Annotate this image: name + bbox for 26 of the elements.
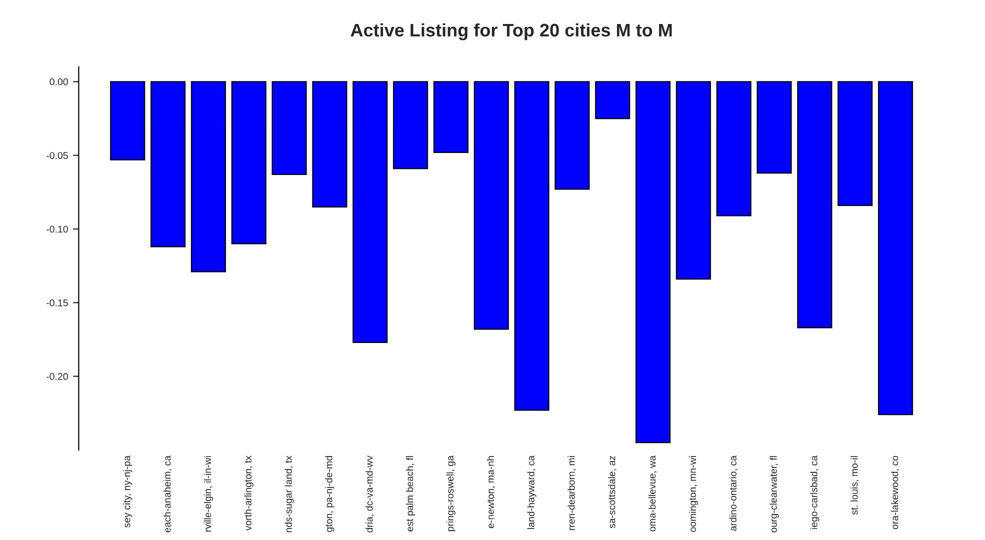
- x-tick-label: st. louis, mo-il: [850, 456, 859, 515]
- y-tick-label: -0.15: [46, 299, 68, 306]
- x-tick-label: land-hayward, ca: [527, 456, 536, 529]
- y-tick-label: -0.05: [46, 152, 68, 159]
- y-tick-label: -0.20: [46, 373, 68, 380]
- x-tick-label: iego-carlsbad, ca: [810, 456, 820, 529]
- x-tick-label: oomington, mn-wi: [688, 456, 698, 532]
- x-tick-label: sa-scottsdale, az: [608, 456, 616, 528]
- y-tick-label: -0.10: [46, 226, 68, 233]
- x-tick-label: ourg-clearwater, fl: [770, 456, 779, 532]
- x-tick-label: rville-elgin, il-in-wi: [204, 456, 213, 532]
- x-tick-label: dria, dc-va-md-wv: [366, 456, 374, 532]
- chart-title: Active Listing for Top 20 cities M to M: [350, 23, 672, 40]
- x-tick-label: e-newton, ma-nh: [486, 456, 496, 528]
- x-tick-label: sey city, ny-nj-pa: [123, 456, 132, 528]
- y-tick-label: 0.00: [50, 78, 68, 86]
- x-tick-label: ora-lakewood, co: [890, 456, 900, 530]
- x-tick-label: oma-bellevue, wa: [648, 456, 657, 532]
- x-tick-label: nds-sugar land, tx: [284, 456, 294, 532]
- x-tick-label: rren-dearborn, mi: [568, 456, 576, 530]
- x-tick-label: vorth-arlington, tx: [244, 456, 254, 531]
- x-tick-label: est palm beach, fl: [406, 456, 416, 532]
- x-tick-label: ardino-ontario, ca: [729, 456, 738, 531]
- x-tick-label: each-anaheim, ca: [163, 456, 172, 532]
- x-tick-label: prings-roswell, ga: [446, 456, 456, 532]
- x-tick-label: gton, pa-nj-de-md: [325, 456, 334, 532]
